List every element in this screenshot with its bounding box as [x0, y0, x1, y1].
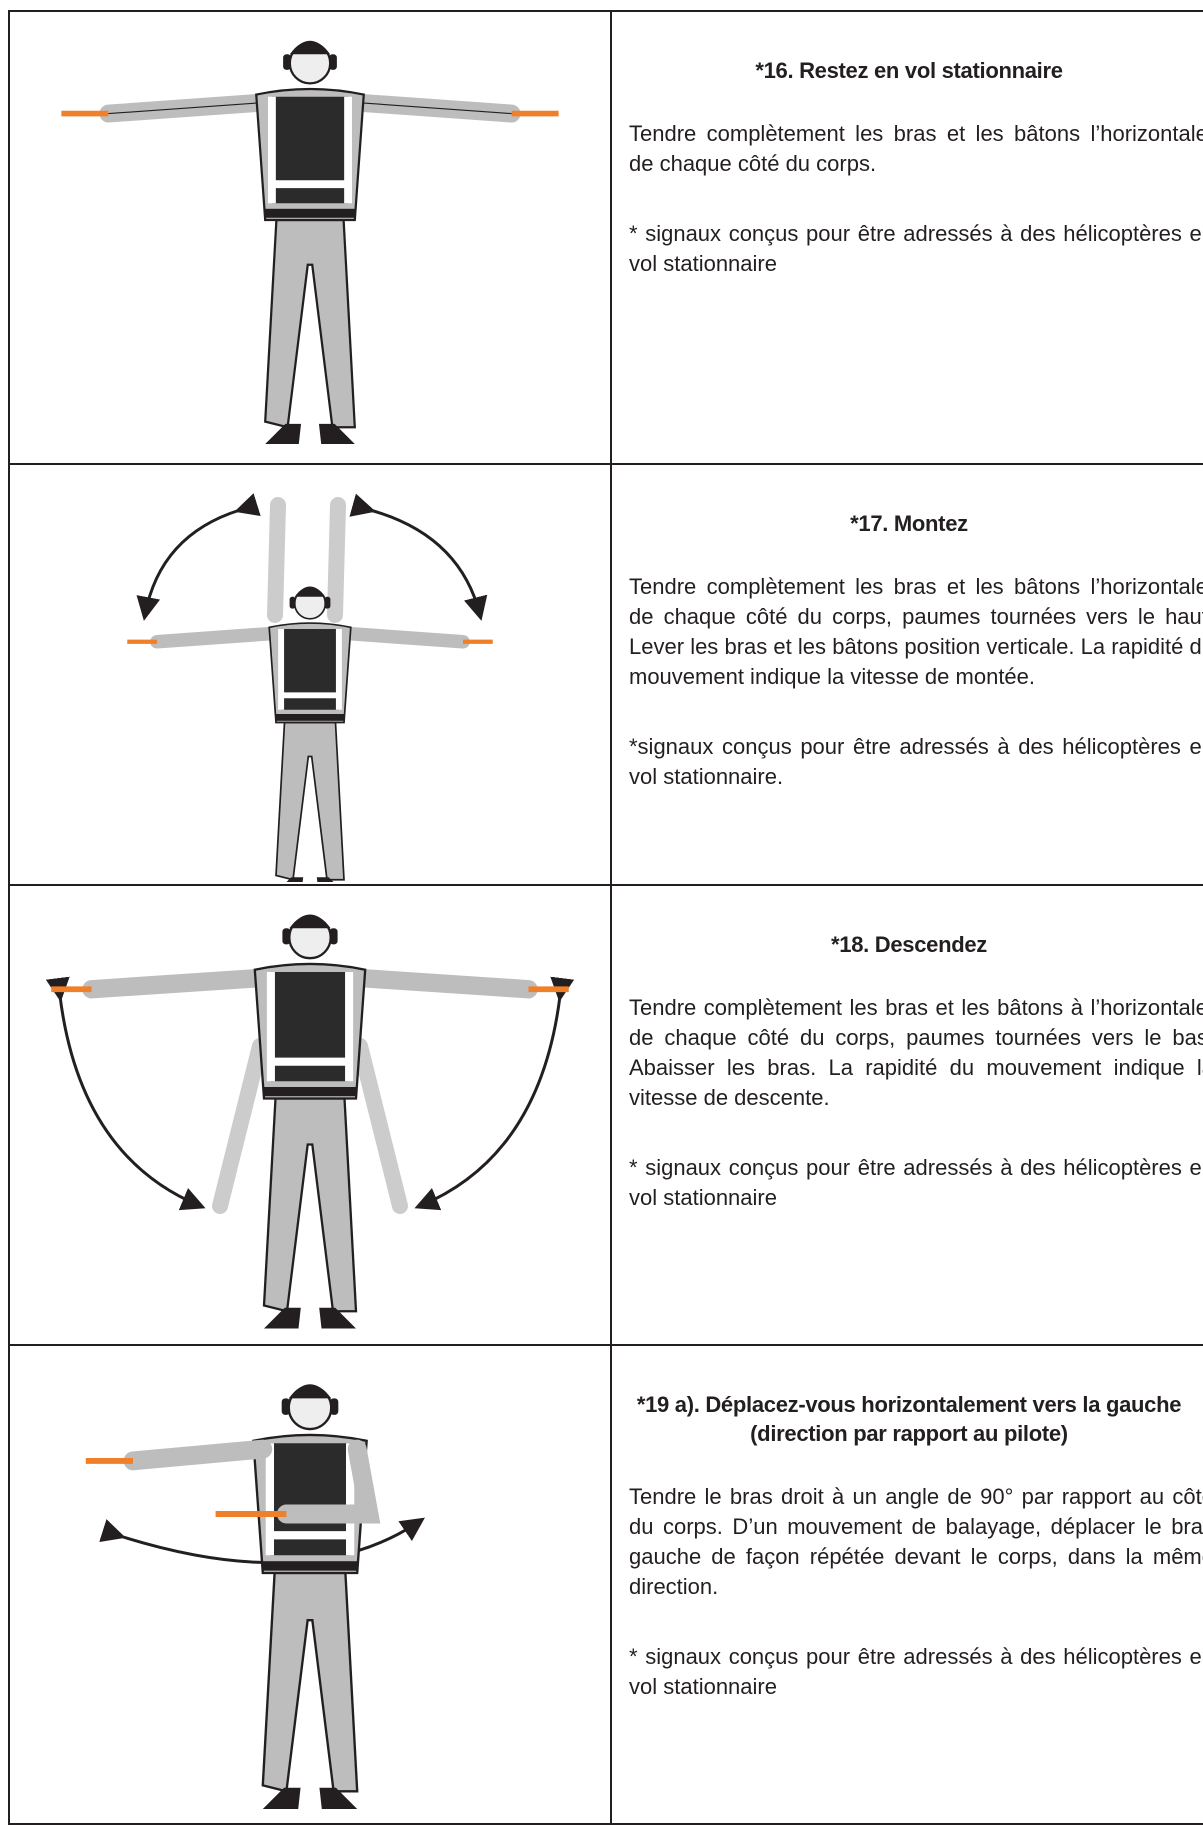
figure-cell: [8, 10, 612, 465]
figure-cell: [8, 884, 612, 1346]
row: *16. Restez en vol stationnaire Tendre c…: [8, 10, 1203, 465]
signal-title: *16. Restez en vol stationnaire: [755, 58, 1063, 83]
signal-title: *17. Montez: [850, 511, 968, 536]
signal-description: Tendre le bras droit à un angle de 90° p…: [629, 1484, 1203, 1599]
figure-cell: [8, 1344, 612, 1825]
row: *19 a). Déplacez-vous horizontalement ve…: [8, 1344, 1203, 1825]
row: *18. Descendez Tendre complètement les b…: [8, 884, 1203, 1346]
text-cell: *18. Descendez Tendre complètement les b…: [610, 884, 1203, 1346]
signal-note: *signaux conçus pour être adressés à des…: [629, 734, 1203, 789]
signal-note: * signaux conçus pour être adressés à de…: [629, 221, 1203, 276]
text-cell: *19 a). Déplacez-vous horizontalement ve…: [610, 1344, 1203, 1825]
illustration: [127, 493, 493, 882]
text-cell: *16. Restez en vol stationnaire Tendre c…: [610, 10, 1203, 465]
signal-description: Tendre complètement les bras et les bâto…: [629, 995, 1203, 1110]
illustration: [61, 12, 559, 461]
signal-title: *19 a). Déplacez-vous horizontalement ve…: [636, 1392, 1182, 1446]
signal-description: Tendre complètement les bras et les bâto…: [629, 574, 1203, 689]
signal-note: * signaux conçus pour être adressés à de…: [629, 1155, 1203, 1210]
signal-title: *18. Descendez: [831, 932, 987, 957]
signal-table: *16. Restez en vol stationnaire Tendre c…: [8, 10, 1203, 1825]
text-cell: *17. Montez Tendre complètement les bras…: [610, 463, 1203, 886]
figure-cell: [8, 463, 612, 886]
signal-description: Tendre complètement les bras et les bâto…: [629, 121, 1203, 176]
row: *17. Montez Tendre complètement les bras…: [8, 463, 1203, 886]
signal-note: * signaux conçus pour être adressés à de…: [629, 1644, 1203, 1699]
illustration: [85, 1346, 425, 1821]
illustration: [45, 886, 575, 1342]
